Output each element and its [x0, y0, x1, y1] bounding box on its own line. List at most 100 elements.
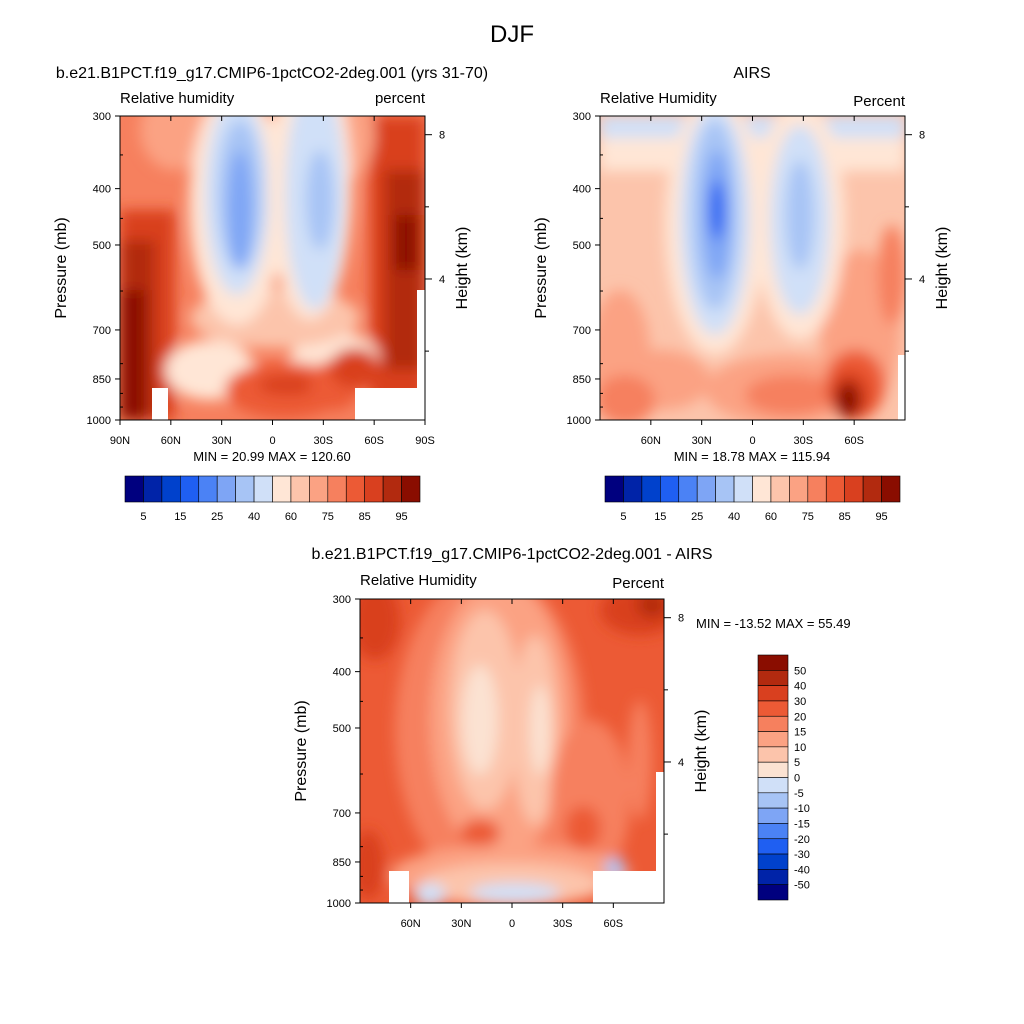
- colorbar-swatch: [345, 475, 365, 503]
- panel-diff-field: [360, 599, 664, 903]
- colorbar-swatch: [757, 654, 789, 671]
- colorbar-swatch: [641, 475, 661, 503]
- height-tick-label: 4: [439, 274, 445, 286]
- panel-obs-axes: 300 400 500 700 850 1000 8 4 60N 30N 0 30S 60S Pressu…: [533, 111, 951, 447]
- colorbar-label: 15: [794, 727, 806, 739]
- colorbar-swatch: [789, 475, 809, 503]
- colorbar-swatch: [752, 475, 772, 503]
- contour-band: [637, 599, 664, 617]
- panel-obs-field: [600, 116, 905, 420]
- colorbar-label: 30: [794, 696, 806, 708]
- panel-model-min-max: MIN = 20.99 MAX = 120.60: [193, 449, 351, 464]
- pressure-tick-label: 700: [333, 808, 351, 820]
- height-tick-label: 8: [678, 613, 684, 625]
- colorbar-swatch: [180, 475, 200, 503]
- pressure-tick-label: 1000: [87, 415, 111, 427]
- lat-tick-label: 0: [269, 435, 275, 447]
- colorbar-swatch: [757, 838, 789, 855]
- panel-model: b.e21.B1PCT.f19_g17.CMIP6-1pctCO2-2deg.0…: [53, 65, 488, 523]
- colorbar-label: -15: [794, 818, 810, 830]
- colorbar-label: 5: [620, 511, 626, 523]
- lat-tick-label: 90N: [110, 435, 130, 447]
- height-tick-label: 8: [439, 130, 445, 142]
- lat-tick-label: 30S: [794, 435, 814, 447]
- colorbar-label: 15: [654, 511, 666, 523]
- colorbar-swatch: [382, 475, 402, 503]
- colorbar-label: -40: [794, 864, 810, 876]
- contour-band: [306, 150, 334, 250]
- panel-diff-title: b.e21.B1PCT.f19_g17.CMIP6-1pctCO2-2deg.0…: [311, 546, 712, 563]
- colorbar-label: 60: [285, 511, 297, 523]
- contour-band: [120, 290, 145, 420]
- contour-band: [462, 665, 498, 775]
- height-tick-label: 4: [678, 757, 684, 769]
- panel-diff: b.e21.B1PCT.f19_g17.CMIP6-1pctCO2-2deg.0…: [293, 546, 851, 930]
- panel-obs-colorbar: 5 15 25 40 60 75 85 95: [604, 475, 901, 523]
- pressure-tick-label: 850: [573, 374, 591, 386]
- y-axis-label: Pressure (mb): [293, 700, 310, 801]
- lat-tick-label: 0: [509, 918, 515, 930]
- contour-band: [140, 116, 210, 170]
- colorbar-swatch: [757, 731, 789, 748]
- lat-tick-label: 30N: [451, 918, 471, 930]
- colorbar-swatch: [844, 475, 864, 503]
- colorbar-swatch: [757, 685, 789, 702]
- contour-band: [786, 160, 814, 270]
- colorbar-swatch: [623, 475, 643, 503]
- y-axis-label: Pressure (mb): [53, 217, 70, 318]
- contour-band: [470, 883, 560, 903]
- contour-band: [414, 883, 446, 903]
- lat-tick-label: 30S: [553, 918, 573, 930]
- contour-band: [228, 150, 252, 270]
- colorbar-label: 25: [691, 511, 703, 523]
- colorbar-swatch: [678, 475, 698, 503]
- colorbar-label: 0: [794, 773, 800, 785]
- lat-tick-label: 30N: [692, 435, 712, 447]
- colorbar-label: 60: [765, 511, 777, 523]
- y2-axis-label: Height (km): [934, 227, 951, 310]
- pressure-tick-label: 400: [333, 667, 351, 679]
- colorbar-swatch: [757, 792, 789, 809]
- colorbar-swatch: [364, 475, 384, 503]
- figure-title: DJF: [490, 21, 534, 48]
- colorbar-label: -20: [794, 834, 810, 846]
- height-tick-label: 4: [919, 274, 925, 286]
- colorbar-swatch: [143, 475, 163, 503]
- colorbar-swatch: [327, 475, 347, 503]
- pressure-tick-label: 300: [333, 594, 351, 606]
- lat-tick-label: 30N: [212, 435, 232, 447]
- panel-obs-right-label: Percent: [853, 93, 906, 110]
- pressure-tick-label: 500: [573, 240, 591, 252]
- panel-model-left-label: Relative humidity: [120, 90, 235, 107]
- colorbar-label: 95: [875, 511, 887, 523]
- pressure-tick-label: 500: [333, 723, 351, 735]
- contour-band: [600, 375, 655, 420]
- colorbar-label: 75: [322, 511, 334, 523]
- lat-tick-label: 60S: [364, 435, 384, 447]
- colorbar-label: -5: [794, 788, 804, 800]
- panel-diff-axes: 300 400 500 700 850 1000 8 4 60N 30N 0 30S 60S Pressu…: [293, 594, 710, 930]
- lat-tick-label: 60N: [161, 435, 181, 447]
- panel-model-title: b.e21.B1PCT.f19_g17.CMIP6-1pctCO2-2deg.0…: [56, 65, 488, 82]
- lat-tick-label: 60S: [844, 435, 864, 447]
- lat-tick-label: 60N: [401, 918, 421, 930]
- colorbar-label: 85: [359, 511, 371, 523]
- lat-tick-label: 0: [749, 435, 755, 447]
- y-axis-label: Pressure (mb): [533, 217, 550, 318]
- colorbar-swatch: [757, 761, 789, 778]
- pressure-tick-label: 700: [93, 325, 111, 337]
- colorbar-swatch: [757, 670, 789, 686]
- y2-axis-label: Height (km): [454, 227, 471, 310]
- lat-tick-label: 30S: [314, 435, 334, 447]
- colorbar-label: 5: [140, 511, 146, 523]
- contour-band: [628, 700, 652, 820]
- colorbar-swatch: [216, 475, 236, 503]
- contour-band: [258, 375, 318, 395]
- colorbar-swatch: [770, 475, 790, 503]
- panel-model-field: [120, 116, 425, 420]
- panel-model-right-label: percent: [375, 90, 426, 107]
- colorbar-swatch: [733, 475, 753, 503]
- colorbar-label: 25: [211, 511, 223, 523]
